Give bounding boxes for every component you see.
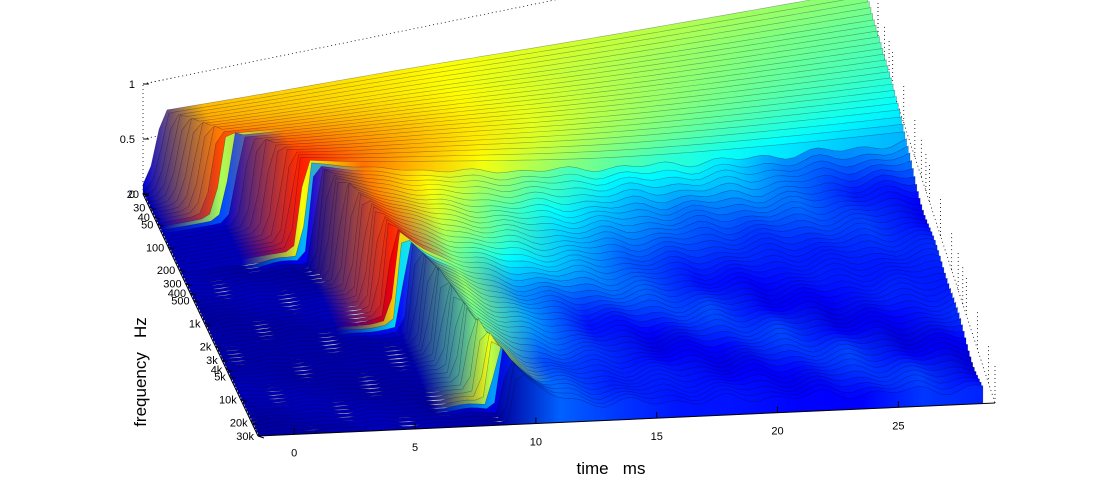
- y-tick-mark: [251, 422, 258, 426]
- y-tick-mark: [185, 283, 192, 287]
- surface-slice: [241, 307, 967, 402]
- y-tick-mark: [193, 300, 200, 303]
- y-tick-label: 5k: [214, 372, 226, 384]
- y-tick-mark: [189, 292, 197, 296]
- y-tick-label: 400: [168, 288, 186, 300]
- surface-slice: [246, 331, 972, 412]
- y-tick-label: 40: [138, 212, 150, 224]
- y-tick-mark: [204, 322, 211, 326]
- z-tick-label: 1: [129, 79, 135, 91]
- x-tick-label: 0: [291, 447, 297, 459]
- y-tick-mark: [226, 368, 233, 372]
- z-grid-line: [142, 77, 172, 85]
- y-tick-label: 500: [171, 296, 189, 308]
- x-axis-line: [257, 402, 996, 437]
- y-tick-label: 3k: [206, 355, 218, 367]
- y-tick-mark: [229, 376, 236, 380]
- y-tick-mark: [142, 193, 150, 197]
- y-tick-label: 200: [157, 265, 175, 277]
- surface-slice: [257, 374, 984, 437]
- z-tick-label: 0: [129, 189, 135, 201]
- y-tick-label: 50: [141, 219, 153, 231]
- y-tick-label: 2k: [200, 341, 212, 353]
- surface-slice: [254, 360, 980, 430]
- surface-slice: [226, 266, 951, 370]
- y-tick-mark: [179, 269, 186, 273]
- y-tick-mark: [149, 206, 156, 210]
- x-tick-label: 5: [412, 442, 418, 454]
- y-tick-label: 4k: [211, 364, 223, 376]
- y-tick-label: 30: [133, 202, 145, 214]
- tick-layer: 00.51203040501002003004005001k2k3k4k5k10…: [120, 79, 996, 459]
- surface: [142, 0, 984, 437]
- y-axis-label: frequency Hz: [131, 317, 150, 427]
- x-tick-label: 25: [892, 420, 904, 432]
- y-tick-label: 1k: [189, 318, 201, 330]
- y-tick-mark: [168, 246, 175, 250]
- y-tick-mark: [157, 223, 164, 227]
- y-axis-line: [142, 193, 259, 437]
- surface-slice: [219, 243, 945, 356]
- x-tick-label: 20: [771, 426, 783, 438]
- y-tick-label: 300: [163, 279, 181, 291]
- surface-slice: [222, 254, 948, 363]
- surface-slice: [256, 362, 982, 433]
- x-axis-label: time ms: [577, 459, 646, 478]
- y-tick-mark: [153, 216, 161, 220]
- x-tick-label: 10: [530, 437, 542, 449]
- surface-slice: [221, 253, 946, 360]
- z-tick-label: 0.5: [120, 134, 135, 146]
- y-tick-label: 20: [127, 189, 139, 201]
- surface-slice: [217, 241, 943, 353]
- x-tick-label: 15: [651, 431, 663, 443]
- box-right-floor-edge: [877, 43, 996, 404]
- axes-box: [142, 0, 996, 404]
- y-tick-mark: [240, 399, 247, 403]
- surface-slice: [239, 302, 965, 398]
- y-tick-mark: [215, 345, 222, 349]
- y-tick-label: 10k: [219, 395, 237, 407]
- y-tick-mark: [221, 359, 228, 363]
- y-tick-label: 20k: [230, 418, 248, 430]
- y-tick-label: 100: [146, 242, 164, 254]
- y-tick-label: 30k: [236, 431, 254, 443]
